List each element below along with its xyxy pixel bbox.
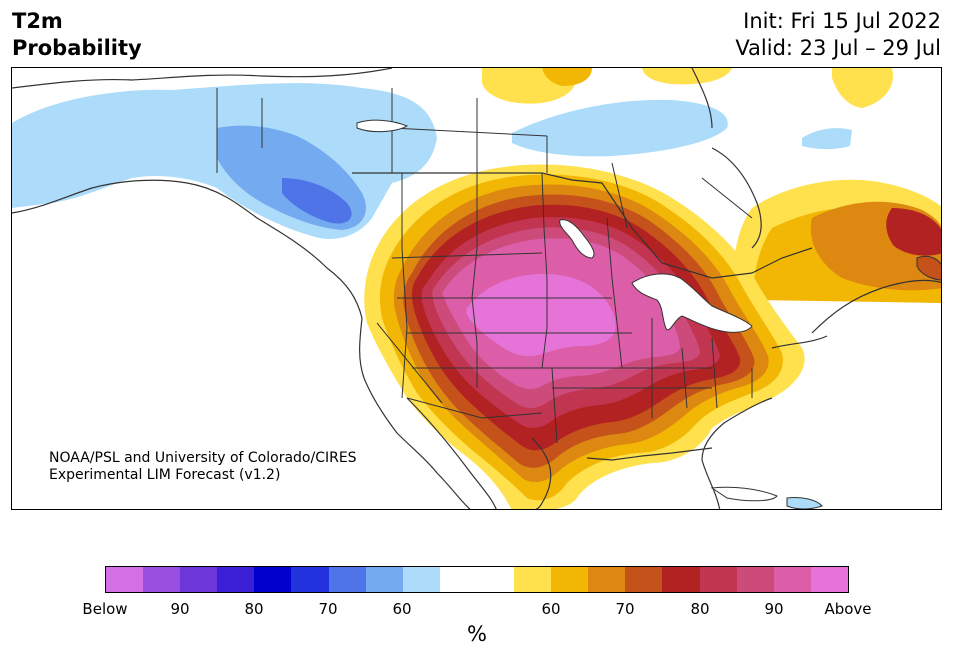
us-canada-border [352,172,813,279]
colorbar-segment [773,567,811,592]
colorbar-unit: % [467,622,487,646]
valid-date: Valid: 23 Jul – 29 Jul [735,36,941,60]
region-yellow-north-3 [832,68,893,108]
chart-title: T2m Probability [12,8,142,62]
credit-text: NOAA/PSL and University of Colorado/CIRE… [49,450,357,484]
island-newfoundland [916,255,941,281]
colorbar-segment [551,567,589,592]
lake-winnipeg [559,219,595,259]
colorbar-segment [439,567,477,592]
forecast-map [11,67,942,510]
colorbar-tick-label: 80 [244,600,264,618]
island-cuba [710,486,778,502]
credit-line-2: Experimental LIM Forecast (v1.2) [49,467,281,483]
colorbar-segment [810,567,848,592]
region-gold-north-1 [542,68,592,86]
credit-line-1: NOAA/PSL and University of Colorado/CIRE… [49,450,357,466]
region-magenta-us [466,273,616,357]
colorbar-tick-label: Above [824,600,872,618]
state-borders [376,172,753,444]
colorbar-tick-label: 70 [318,600,338,618]
region-light-blue-east [802,128,852,149]
colorbar [105,566,849,593]
colorbar-segment [476,567,515,592]
colorbar-segment [662,567,700,592]
forecast-dates: Init: Fri 15 Jul 2022 Valid: 23 Jul – 29… [735,8,941,62]
title-line-1: T2m [12,9,63,33]
init-date: Init: Fri 15 Jul 2022 [743,9,941,33]
colorbar-segment [625,567,663,592]
colorbar-segment [514,567,552,592]
region-red-east [886,208,941,256]
colorbar-segment [180,567,218,592]
great-lakes [631,273,753,333]
region-blue [282,178,352,224]
colorbar-tick-label: 90 [764,600,784,618]
colorbar-tick-label: 70 [615,600,635,618]
colorbar-segment [699,567,737,592]
colorbar-tick-label: 90 [170,600,190,618]
colorbar-segment [402,567,440,592]
colorbar-segment [217,567,255,592]
island-north-1 [356,119,409,133]
colorbar-segment [588,567,626,592]
colorbar-segment [254,567,292,592]
region-yellow-north-2 [642,68,732,85]
coastlines [12,68,941,509]
region-light-blue-hudson [512,99,728,157]
island-hispaniola [786,497,823,509]
colorbar-tick-label: 60 [392,600,412,618]
colorbar-segment [106,567,144,592]
colorbar-segment [365,567,403,592]
colorbar-segment [736,567,774,592]
colorbar-tick-label: Below [82,600,128,618]
title-line-2: Probability [12,36,142,60]
colorbar-segment [328,567,366,592]
colorbar-segment [143,567,181,592]
colorbar-tick-label: 60 [541,600,561,618]
colorbar-segment [291,567,329,592]
map-svg [12,68,941,509]
colorbar-tick-label: 80 [690,600,710,618]
